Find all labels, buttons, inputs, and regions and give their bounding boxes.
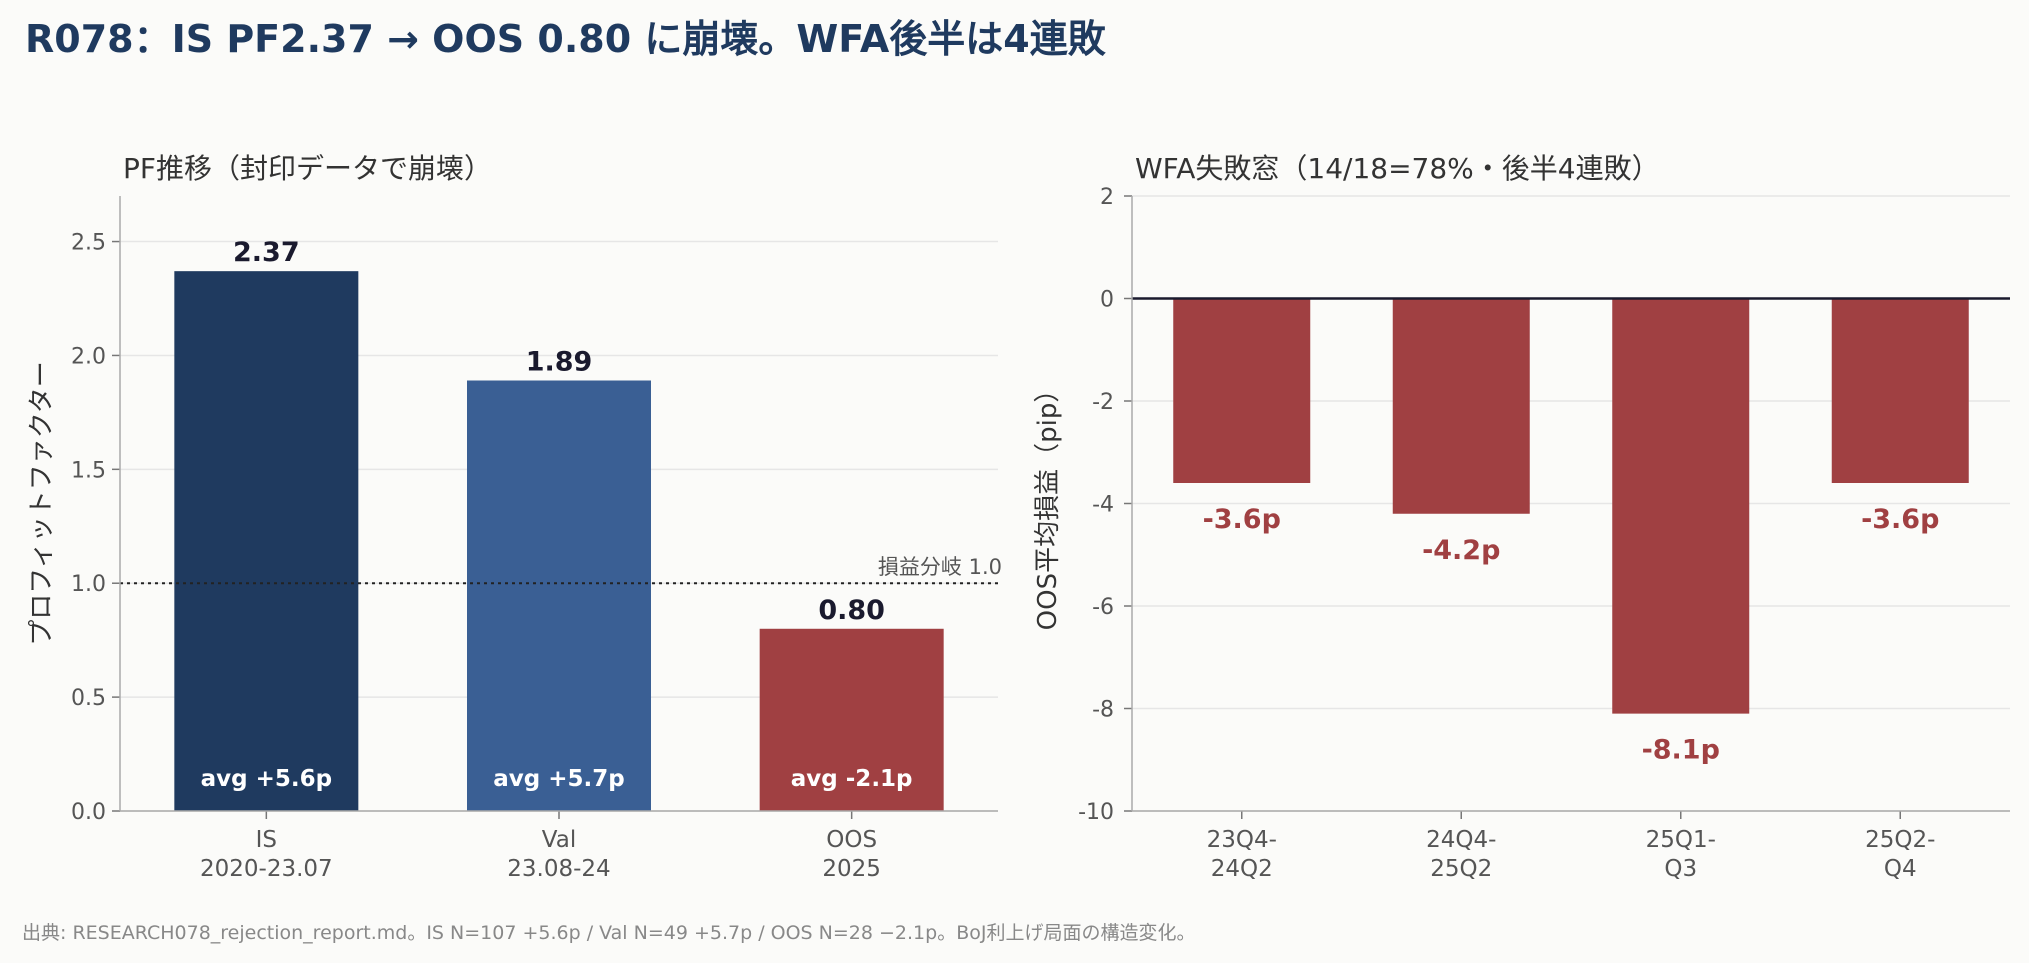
x-tick-label: 25Q2- (1865, 827, 1935, 853)
page-title: R078：IS PF2.37 → OOS 0.80 に崩壊。WFA後半は4連敗 (25, 17, 1106, 61)
bar (759, 628, 944, 811)
y-tick-label: -4 (1092, 493, 1114, 518)
bar-value-label: -3.6p (1203, 504, 1281, 535)
x-tick-label: OOS (826, 827, 877, 853)
bar-value-label: -4.2p (1422, 535, 1500, 566)
pf-chart: PF推移（封印データで崩壊） 0.0 0.5 1.0 1.5 2.0 2.5 プロフィットファ… (27, 152, 1002, 882)
bar-value-label: 1.89 (526, 347, 593, 378)
y-tick-label: 0.0 (71, 800, 106, 825)
bar-inner-label: avg +5.7p (493, 766, 624, 792)
y-tick-label: 1.5 (71, 458, 106, 483)
x-tick-label: IS (256, 827, 277, 853)
bar-inner-label: avg -2.1p (791, 766, 913, 792)
x-tick-label: 24Q4- (1426, 827, 1496, 853)
wfa-chart: WFA失敗窓（14/18=78%・後半4連敗） 2 0 -2 -4 -6 -8 -10 OOS平… (1033, 152, 2010, 882)
y-tick-label: 2.0 (71, 344, 106, 369)
x-tick-label: 25Q2 (1430, 856, 1492, 882)
y-tick-label: 2 (1100, 185, 1114, 210)
x-tick-label: 24Q2 (1211, 856, 1273, 882)
y-tick-label: -8 (1092, 698, 1114, 723)
breakeven-label: 損益分岐 1.0 (878, 555, 1002, 579)
chart-title: WFA失敗窓（14/18=78%・後半4連敗） (1135, 152, 1660, 185)
bar (1612, 298, 1750, 714)
bar-value-label: 0.80 (818, 595, 885, 626)
x-tick-label: 2020-23.07 (200, 856, 333, 882)
bar-value-label: -8.1p (1642, 735, 1720, 766)
bar (174, 271, 359, 812)
bar (467, 380, 651, 811)
y-tick-label: 0.5 (71, 686, 106, 711)
bar-value-label: 2.37 (233, 237, 300, 268)
y-tick-label: -2 (1092, 390, 1114, 415)
x-tick-label: 2025 (822, 856, 881, 882)
x-tick-label: Q3 (1664, 856, 1697, 882)
x-tick-label: 23.08-24 (507, 856, 610, 882)
bar-value-label: -3.6p (1861, 504, 1939, 535)
y-tick-label: -10 (1078, 800, 1114, 825)
source-footnote: 出典: RESEARCH078_rejection_report.md。IS N… (22, 922, 1196, 944)
chart-title: PF推移（封印データで崩壊） (123, 152, 492, 185)
x-tick-label: Val (542, 827, 576, 853)
x-tick-label: 25Q1- (1646, 827, 1716, 853)
y-axis-label: OOS平均損益（pip） (1033, 377, 1063, 631)
y-tick-label: 2.5 (71, 231, 106, 256)
bar (1392, 298, 1530, 514)
x-tick-label: Q4 (1884, 856, 1917, 882)
y-tick-label: 0 (1100, 288, 1114, 313)
bar (1831, 298, 1969, 483)
y-tick-label: -6 (1092, 595, 1114, 620)
bar (1173, 298, 1311, 483)
x-tick-label: 23Q4- (1207, 827, 1277, 853)
y-axis-label: プロフィットファクター (27, 361, 57, 645)
y-tick-label: 1.0 (71, 572, 106, 597)
bar-inner-label: avg +5.6p (201, 766, 332, 792)
